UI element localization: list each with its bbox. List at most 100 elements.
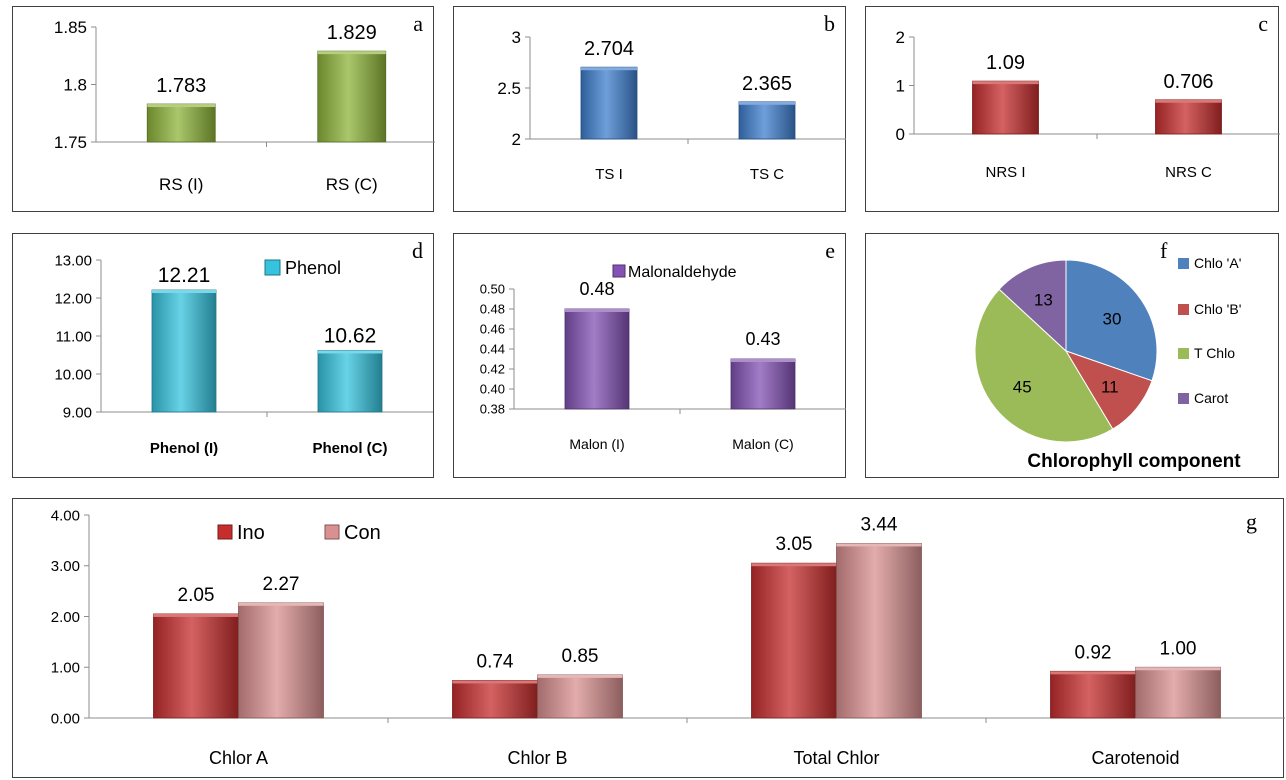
- bar-chart-rs: 1.75 1.8 1.85 1.783 RS (I) 1.829 RS (C): [54, 18, 435, 194]
- bar-top-highlight: [317, 51, 386, 55]
- bar-top-highlight: [537, 674, 623, 678]
- chart-panel-g: 0.00 1.00 2.00 3.00 4.00 2.05 2.27 Chlor A 0.74 0…: [12, 498, 1285, 778]
- bar-chart-phenol: 9.00 10.00 11.00 12.00 13.00 12.21 Phenol (I) 1…: [54, 252, 433, 457]
- panel-letter-b: b: [824, 11, 835, 36]
- bar-top-highlight: [1135, 667, 1221, 671]
- bar: [836, 543, 922, 719]
- y-tick-label: 1.00: [51, 660, 80, 677]
- bar-chart-ts: 2 2.5 3 2.704 TS I 2.365 TS C: [497, 28, 846, 183]
- x-category-label: NRS I: [985, 164, 1025, 181]
- data-label: 12.21: [158, 264, 211, 287]
- data-label: 10.62: [324, 324, 377, 347]
- data-label: 3.44: [861, 514, 898, 535]
- bar: [1050, 670, 1136, 719]
- data-label: 0.43: [745, 329, 780, 349]
- pie-slice: [1065, 259, 1158, 382]
- legend-swatch: [1178, 393, 1189, 404]
- y-tick-label: 2.00: [51, 609, 80, 626]
- y-tick-label: 0.44: [480, 342, 505, 357]
- bar-top-highlight: [153, 613, 239, 617]
- legend-label: Carot: [1194, 390, 1228, 406]
- bar-top-highlight: [731, 359, 795, 362]
- y-tick-label: 2: [896, 28, 905, 47]
- bar-top-highlight: [1155, 99, 1222, 103]
- y-tick-label: 0.48: [480, 302, 505, 317]
- legend-swatch: [1178, 258, 1189, 269]
- data-label: 2.365: [742, 73, 792, 95]
- data-label: 1.00: [1160, 638, 1197, 659]
- bar-chart-malonaldehyde: 0.38 0.40 0.42 0.44 0.46 0.48 0.50 0.48 Malon (I…: [480, 264, 846, 452]
- bar: [751, 562, 837, 719]
- bar: [238, 602, 324, 719]
- y-tick-label: 9.00: [63, 404, 92, 421]
- bar: [146, 103, 216, 143]
- bar: [1155, 99, 1222, 135]
- bar-chart-chlorophyll-groups: 0.00 1.00 2.00 3.00 4.00 2.05 2.27 Chlor A 0.74 0…: [51, 507, 1285, 768]
- data-label: 0.74: [477, 651, 514, 672]
- chart-panel-a: 1.75 1.8 1.85 1.783 RS (I) 1.829 RS (C) a: [12, 6, 435, 212]
- legend-label: Con: [344, 522, 381, 544]
- chart-panel-d: 9.00 10.00 11.00 12.00 13.00 12.21 Phenol (I) 1…: [12, 233, 434, 478]
- bar-top-highlight: [565, 309, 629, 312]
- x-category-label: TS I: [595, 166, 623, 183]
- y-tick-label: 4.00: [51, 507, 80, 524]
- panel-letter-g: g: [1246, 509, 1257, 534]
- bar: [452, 680, 538, 719]
- legend-label-malonaldehyde: Malonaldehyde: [628, 264, 737, 281]
- chart-panel-f: 30 11 45 13 Chlo 'A' Chlo 'B' T Chlo Carot Chlor…: [865, 233, 1279, 478]
- data-label: 0.92: [1075, 642, 1112, 663]
- y-tick-label: 1: [896, 77, 905, 96]
- y-tick-label: 1.8: [63, 76, 87, 95]
- x-category-label: Malon (C): [732, 436, 793, 452]
- x-category-label: Carotenoid: [1091, 748, 1179, 768]
- legend-swatch: [1178, 304, 1189, 315]
- x-category-label: Chlor B: [507, 748, 567, 768]
- y-tick-label: 12.00: [54, 290, 92, 307]
- y-tick-label: 13.00: [54, 252, 92, 269]
- pie-slice-label: 11: [1101, 378, 1119, 397]
- y-tick-label: 0: [896, 125, 905, 144]
- chart-panel-e: 0.38 0.40 0.42 0.44 0.46 0.48 0.50 0.48 Malon (I…: [453, 233, 846, 478]
- bar-top-highlight: [1050, 671, 1136, 675]
- bar-top-highlight: [147, 104, 216, 108]
- y-tick-label: 0.46: [480, 322, 505, 337]
- y-tick-label: 3.00: [51, 558, 80, 575]
- y-tick-label: 1.75: [54, 133, 87, 152]
- chart-panel-b: 2 2.5 3 2.704 TS I 2.365 TS C b: [453, 6, 846, 212]
- bar-chart-nrs: 0 1 2 1.09 NRS I 0.706 NRS C: [896, 28, 1280, 181]
- x-category-label: RS (I): [159, 175, 203, 194]
- bar: [972, 80, 1039, 135]
- panel-letter-d: d: [412, 238, 423, 263]
- panel-letter-a: a: [413, 11, 423, 36]
- legend-swatch-malonaldehyde: [612, 264, 626, 278]
- bar-top-highlight: [751, 563, 837, 567]
- y-tick-label: 1.85: [54, 18, 87, 37]
- bar: [537, 674, 623, 719]
- legend-swatch: [1178, 348, 1189, 359]
- pie-slice-label: 45: [1013, 378, 1032, 397]
- x-category-label: RS (C): [326, 175, 378, 194]
- pie-chart-chlorophyll: 30 11 45 13 Chlo 'A' Chlo 'B' T Chlo Carot Chlor…: [974, 255, 1241, 472]
- data-label: 2.704: [584, 38, 634, 60]
- chart-panel-c: 0 1 2 1.09 NRS I 0.706 NRS C c: [865, 6, 1280, 212]
- y-tick-label: 0.50: [480, 282, 505, 297]
- legend-label: Chlo 'B': [1194, 301, 1241, 317]
- legend-swatch: [324, 524, 340, 540]
- y-tick-label: 2: [512, 130, 521, 149]
- data-label: 0.706: [1163, 71, 1213, 93]
- x-category-label: Chlor A: [209, 748, 268, 768]
- data-label: 1.783: [156, 75, 206, 97]
- bar: [730, 358, 796, 410]
- bar-top-highlight: [152, 290, 216, 294]
- bar: [153, 613, 239, 719]
- x-category-label: Malon (I): [569, 436, 624, 452]
- x-category-label: TS C: [750, 166, 784, 183]
- bar-top-highlight: [581, 67, 637, 71]
- legend-swatch: [217, 524, 233, 540]
- bar-top-highlight: [739, 101, 795, 105]
- y-tick-label: 10.00: [54, 366, 92, 383]
- bar: [151, 289, 217, 413]
- data-label: 3.05: [776, 534, 813, 555]
- bar: [317, 50, 387, 143]
- pie-slice-label: 13: [1034, 290, 1053, 309]
